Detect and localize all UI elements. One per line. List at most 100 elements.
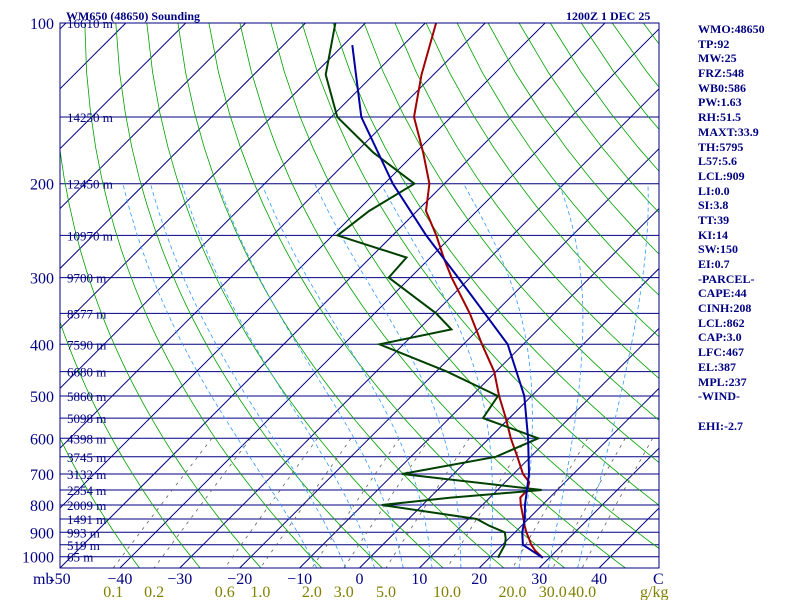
temperature-tick-label: -50 — [49, 571, 70, 588]
height-label: 993 m — [67, 525, 100, 540]
dry-adiabat — [60, 437, 140, 568]
index-item: MPL:237 — [698, 374, 747, 389]
isotherm-line — [359, 267, 659, 568]
height-label: 7590 m — [67, 337, 106, 352]
index-item: SI:3.8 — [698, 198, 729, 213]
dewpoint-profile — [324, 23, 542, 559]
mixing-ratio-label: 0.6 — [215, 584, 235, 600]
isotherm-line — [119, 28, 659, 568]
moist-adiabat — [463, 183, 533, 568]
isotherm-line — [419, 327, 659, 568]
index-item: WB0:586 — [698, 80, 746, 95]
index-item: EI:0.7 — [698, 257, 730, 271]
index-item: MAXT:33.9 — [698, 124, 759, 139]
dry-adiabat — [208, 23, 565, 568]
mixing-ratio-unit-label: g/kg — [640, 584, 668, 600]
mixing-ratio-line — [112, 438, 213, 568]
isotherm-line — [60, 23, 306, 270]
index-item: WMO:48650 — [698, 22, 765, 36]
temperature-profile — [412, 23, 544, 559]
plot-frame — [59, 22, 660, 569]
index-item: PW:1.63 — [698, 95, 742, 110]
dry-adiabat — [60, 147, 262, 568]
isotherm-line — [538, 447, 659, 568]
mixing-ratio-line — [311, 438, 400, 568]
mixing-ratio-line — [260, 438, 352, 568]
pressure-tick-label: 100 — [30, 16, 54, 33]
dry-adiabat — [239, 23, 626, 568]
index-item: L57:5.6 — [698, 154, 737, 169]
isotherm-line — [60, 23, 546, 509]
height-label: 2554 m — [67, 483, 106, 498]
moist-adiabat — [380, 183, 494, 568]
mixing-ratio-label: 0.1 — [103, 584, 123, 600]
dry-adiabat — [301, 23, 659, 506]
moist-adiabat — [122, 183, 318, 568]
height-label: 16610 m — [67, 16, 113, 31]
isotherm-line — [239, 147, 659, 568]
dry-adiabat — [332, 23, 659, 464]
moist-adiabat — [547, 183, 584, 568]
dry-adiabat — [456, 23, 659, 296]
parcel-profile — [351, 44, 544, 559]
pressure-tick-label: 700 — [30, 467, 54, 484]
height-label: 519 m — [67, 538, 100, 553]
isotherm-line — [60, 23, 246, 210]
index-item: -WIND- — [698, 389, 740, 404]
height-label: 3132 m — [67, 467, 106, 482]
isotherm-line — [60, 23, 67, 30]
mixing-ratio-label: 1.0 — [250, 584, 270, 600]
temperature-tick-label: 0 — [356, 571, 364, 588]
chart-date: 1200Z 1 DEC 25 — [566, 9, 650, 23]
index-item: CINH:208 — [698, 301, 752, 316]
pressure-tick-label: 900 — [30, 525, 54, 542]
height-label: 5860 m — [67, 389, 106, 404]
index-item: LI:0.0 — [698, 183, 730, 198]
temperature-tick-label: −30 — [167, 571, 192, 588]
mixing-ratio-line — [512, 438, 589, 568]
temperature-tick-label: 20 — [471, 571, 487, 588]
height-label: 3745 m — [67, 450, 106, 465]
mixing-ratio-line — [552, 438, 626, 568]
stability-indices-panel: WMO:48650 TP:92 MW:25 FRZ:548 WB0:586 PW:1.63… — [698, 22, 765, 433]
chart-title: WM650 (48650) Sounding — [66, 9, 200, 23]
temperature-tick-label: 40 — [591, 571, 607, 588]
dry-adiabat — [487, 23, 659, 255]
mixing-ratio-label: 2.0 — [302, 584, 322, 600]
temperature-tick-label: 10 — [411, 571, 427, 588]
moist-adiabat — [181, 183, 375, 568]
pressure-tick-label: 400 — [30, 337, 54, 354]
dry-adiabat — [115, 23, 383, 568]
index-item: LFC:467 — [698, 345, 744, 360]
mixing-ratio-line — [581, 438, 653, 568]
pressure-tick-label: 1000 — [22, 550, 54, 567]
index-item: EHI:-2.7 — [698, 418, 743, 433]
index-item: MW:25 — [698, 51, 737, 66]
dry-adiabat — [146, 23, 444, 568]
dry-adiabat — [394, 23, 659, 379]
isotherm-line — [60, 23, 426, 390]
isotherm-line — [0, 23, 6, 568]
mixing-ratio-line — [153, 438, 251, 568]
moist-adiabat — [217, 183, 404, 568]
temperature-tick-label: 30 — [531, 571, 547, 588]
mixing-ratio-label: 0.2 — [144, 584, 164, 600]
index-item: TT:39 — [698, 212, 730, 227]
moist-adiabat — [314, 183, 462, 568]
index-item: LCL:862 — [698, 315, 745, 330]
temperature-tick-label: −20 — [227, 571, 252, 588]
index-item: SW:150 — [698, 242, 739, 257]
isotherm-line — [60, 23, 187, 150]
pressure-tick-label: 300 — [30, 271, 54, 288]
isotherm-line — [179, 88, 659, 568]
pressure-tick-label: 200 — [30, 177, 54, 194]
pressure-tick-label: 500 — [30, 389, 54, 406]
sounding-curves — [324, 23, 544, 559]
pressure-axis-label: mb — [33, 571, 53, 588]
temperature-tick-label: −10 — [287, 571, 312, 588]
index-item: CAP:3.0 — [698, 330, 742, 345]
isotherm-line — [60, 23, 366, 330]
moist-adiabat — [577, 183, 649, 568]
dry-adiabat — [363, 23, 659, 421]
